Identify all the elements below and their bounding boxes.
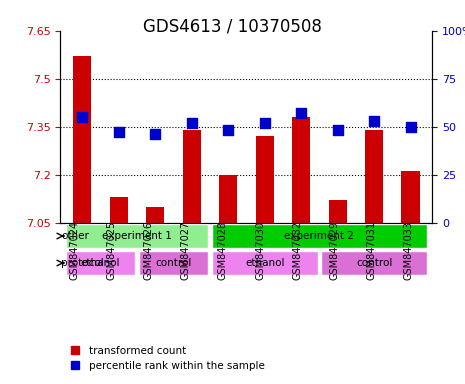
Bar [212, 251, 318, 275]
Bar [365, 130, 383, 223]
Bar [401, 171, 420, 223]
Text: GSM847024: GSM847024 [69, 221, 79, 280]
Point [115, 129, 122, 136]
Text: GSM847032: GSM847032 [292, 221, 302, 280]
Text: GSM847031: GSM847031 [366, 221, 377, 280]
Legend: transformed count, percentile rank within the sample: transformed count, percentile rank withi… [66, 341, 269, 375]
Text: experiment 1: experiment 1 [102, 231, 172, 241]
Point [371, 118, 378, 124]
Point [261, 120, 268, 126]
Bar [183, 130, 201, 223]
Text: other: other [61, 231, 89, 241]
Bar [73, 56, 92, 223]
Bar [321, 251, 427, 275]
Text: GSM847025: GSM847025 [106, 221, 116, 280]
Point [188, 120, 195, 126]
Text: GSM847033: GSM847033 [404, 221, 414, 280]
Text: ethanol: ethanol [245, 258, 285, 268]
Text: ethanol: ethanol [81, 258, 120, 268]
Text: GSM847029: GSM847029 [329, 221, 339, 280]
Bar [66, 224, 208, 248]
Text: GSM847028: GSM847028 [218, 221, 228, 280]
Text: experiment 2: experiment 2 [285, 231, 354, 241]
Bar [256, 136, 274, 223]
Bar [328, 200, 347, 223]
Bar [66, 251, 135, 275]
Point [152, 131, 159, 137]
Text: GSM847027: GSM847027 [180, 221, 191, 280]
Text: protocol: protocol [61, 258, 104, 268]
Point [79, 114, 86, 120]
Text: control: control [155, 258, 192, 268]
Point [298, 110, 305, 116]
Point [334, 127, 341, 134]
Bar [212, 224, 427, 248]
Bar [219, 175, 237, 223]
Point [407, 124, 414, 130]
Bar [110, 197, 128, 223]
Text: GDS4613 / 10370508: GDS4613 / 10370508 [143, 17, 322, 35]
Point [225, 127, 232, 134]
Bar [146, 207, 165, 223]
Bar [139, 251, 208, 275]
Bar [292, 117, 310, 223]
Text: GSM847030: GSM847030 [255, 221, 265, 280]
Text: control: control [356, 258, 392, 268]
Text: GSM847026: GSM847026 [143, 221, 153, 280]
